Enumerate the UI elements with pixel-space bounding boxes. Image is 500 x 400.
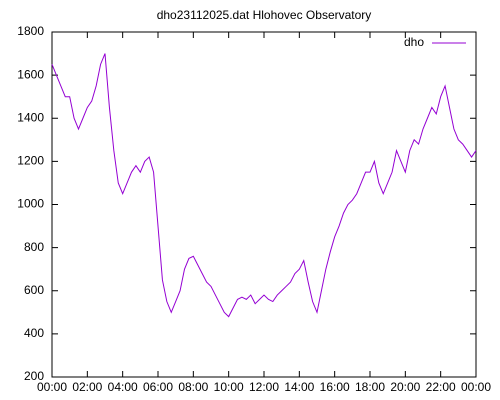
legend-label: dho (404, 35, 424, 49)
y-tick-label: 1600 (17, 67, 44, 81)
x-tick-label: 14:00 (284, 380, 314, 394)
x-tick-label: 10:00 (214, 380, 244, 394)
x-tick-label: 12:00 (249, 380, 279, 394)
y-tick-label: 1400 (17, 110, 44, 124)
y-tick-label: 600 (24, 283, 44, 297)
x-tick-label: 20:00 (390, 380, 420, 394)
y-tick-label: 800 (24, 240, 44, 254)
x-tick-label: 18:00 (355, 380, 385, 394)
y-tick-label: 1000 (17, 197, 44, 211)
x-tick-label: 16:00 (320, 380, 350, 394)
x-tick-label: 02:00 (72, 380, 102, 394)
x-tick-label: 00:00 (461, 380, 491, 394)
x-tick-label: 00:00 (37, 380, 67, 394)
chart-title: dho23112025.dat Hlohovec Observatory (157, 8, 372, 22)
x-tick-label: 04:00 (108, 380, 138, 394)
y-tick-label: 200 (24, 369, 44, 383)
y-tick-label: 400 (24, 326, 44, 340)
y-tick-label: 1800 (17, 24, 44, 38)
y-tick-label: 1200 (17, 154, 44, 168)
x-tick-label: 06:00 (143, 380, 173, 394)
data-line (51, 53, 477, 318)
x-tick-label: 08:00 (178, 380, 208, 394)
x-tick-label: 22:00 (426, 380, 456, 394)
